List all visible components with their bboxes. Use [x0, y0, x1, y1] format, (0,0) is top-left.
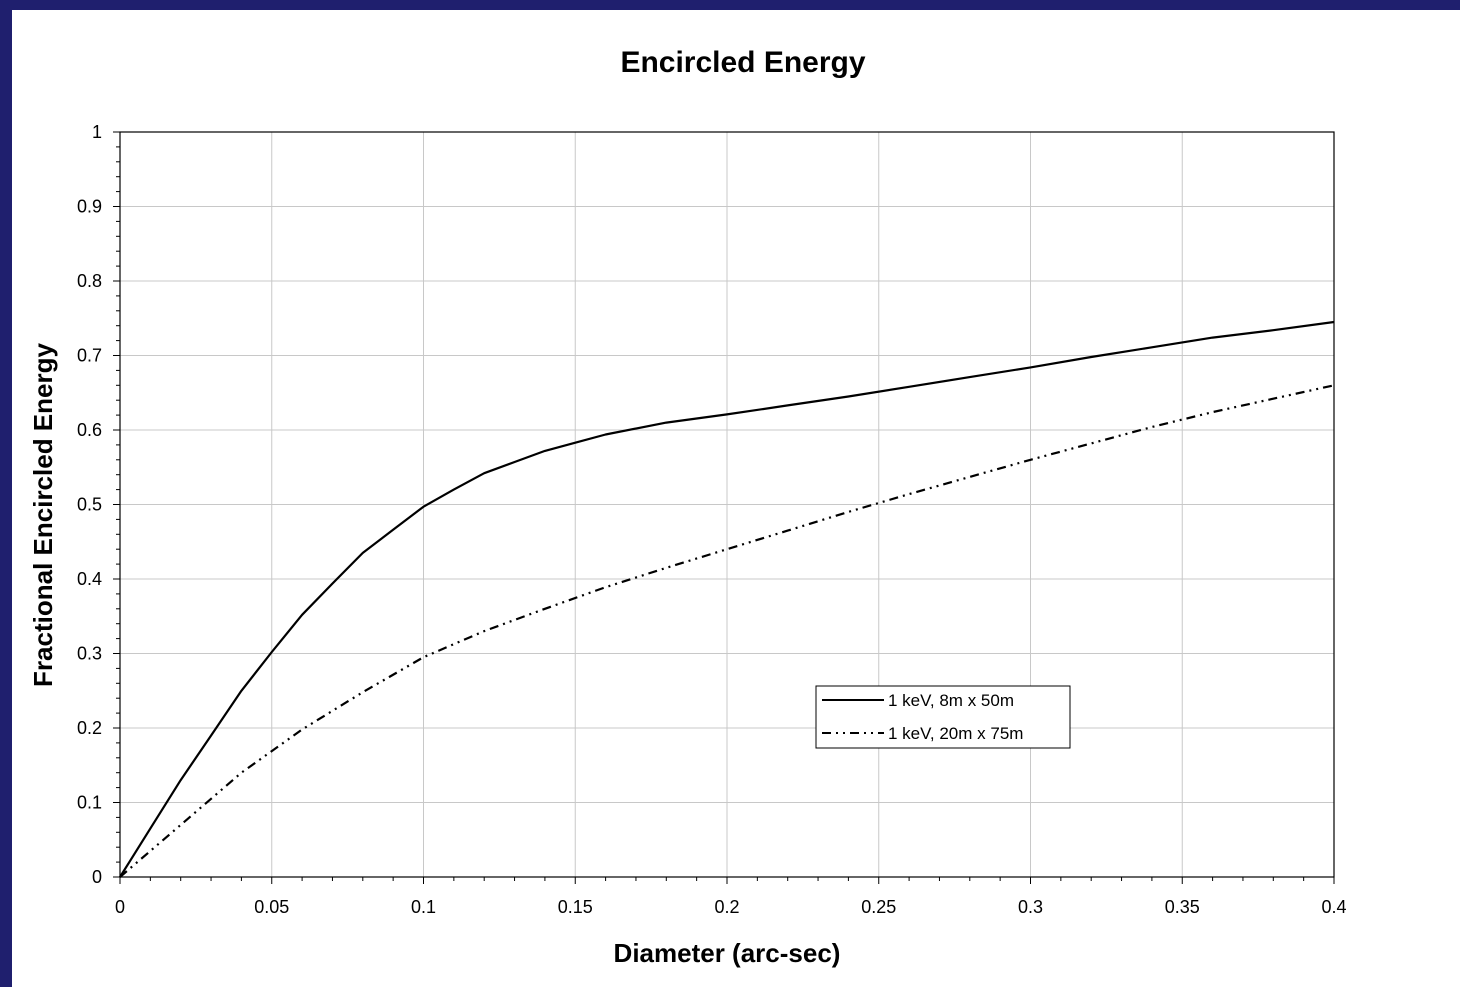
x-tick-label: 0.3	[1018, 897, 1043, 917]
x-axis-ticks: 0 0.05 0.1 0.15 0.2 0.25 0.3 0.35 0.4	[115, 877, 1347, 917]
y-tick-label: 0.8	[77, 271, 102, 291]
y-tick-label: 0.5	[77, 495, 102, 515]
chart-title: Encircled Energy	[620, 46, 865, 79]
minor-ticks	[116, 147, 1304, 881]
legend: 1 keV, 8m x 50m 1 keV, 20m x 75m	[816, 686, 1070, 748]
chart-frame: Encircled Energy 0 0.05 0.1 0.15 0.2 0.25 0.3 0…	[12, 10, 1460, 987]
y-axis-label: Fractional Encircled Energy	[28, 343, 58, 687]
legend-label-series-2: 1 keV, 20m x 75m	[888, 724, 1023, 743]
encircled-energy-chart: Encircled Energy 0 0.05 0.1 0.15 0.2 0.25 0.3 0…	[12, 10, 1460, 987]
y-tick-label: 0.9	[77, 197, 102, 217]
grid	[120, 132, 1334, 877]
x-tick-label: 0	[115, 897, 125, 917]
x-tick-label: 0.35	[1165, 897, 1200, 917]
x-tick-label: 0.1	[411, 897, 436, 917]
y-tick-label: 0.3	[77, 644, 102, 664]
y-tick-label: 0.4	[77, 569, 102, 589]
x-tick-label: 0.05	[254, 897, 289, 917]
y-tick-label: 0.1	[77, 793, 102, 813]
x-tick-label: 0.4	[1321, 897, 1346, 917]
y-tick-label: 1	[92, 122, 102, 142]
x-tick-label: 0.15	[558, 897, 593, 917]
x-axis-label: Diameter (arc-sec)	[614, 938, 841, 968]
y-tick-label: 0.2	[77, 718, 102, 738]
y-tick-label: 0.6	[77, 420, 102, 440]
y-tick-label: 0.7	[77, 346, 102, 366]
x-tick-label: 0.25	[861, 897, 896, 917]
x-tick-label: 0.2	[714, 897, 739, 917]
y-tick-label: 0	[92, 867, 102, 887]
legend-label-series-1: 1 keV, 8m x 50m	[888, 691, 1014, 710]
y-axis-ticks: 0 0.1 0.2 0.3 0.4 0.5 0.6 0.7 0.8 0.9 1	[77, 122, 120, 887]
